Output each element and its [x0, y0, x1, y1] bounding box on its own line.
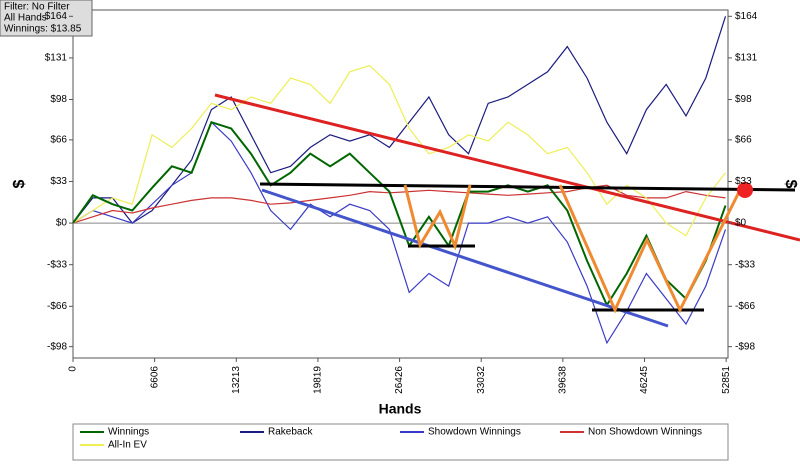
y2-tick-label: -$33 [735, 259, 755, 270]
y-tick-label: -$98 [47, 341, 67, 352]
x-tick-label: 39638 [558, 366, 569, 394]
info-text: Winnings: $13.85 [4, 24, 82, 35]
y2-tick-label: $0 [735, 218, 747, 229]
legend [72, 423, 729, 461]
y2-tick-label: -$98 [735, 341, 755, 352]
y-tick-label: $33 [50, 176, 67, 187]
x-tick-label: 46245 [639, 366, 650, 394]
blue-trend-line [261, 188, 669, 328]
target-dot [737, 182, 753, 198]
y-tick-label: $66 [50, 135, 67, 146]
series-line [72, 16, 727, 224]
x-tick-label: 13213 [231, 366, 242, 394]
x-tick-label: 52851 [721, 366, 732, 394]
legend-label: Non Showdown Winnings [588, 427, 702, 438]
info-text: All Hands [4, 13, 47, 24]
y2-axis-title: $ [782, 180, 799, 189]
series-line [72, 121, 727, 345]
legend-label: All-In EV [108, 440, 147, 451]
info-box [0, 0, 93, 37]
resistance-line [259, 182, 796, 192]
pattern-zigzag [403, 184, 472, 251]
y2-tick-label: $98 [735, 94, 752, 105]
red-trend-line [214, 93, 800, 242]
info-text: Filter: No Filter [4, 2, 70, 13]
legend-label: Rakeback [268, 427, 313, 438]
y2-tick-label: $66 [735, 135, 752, 146]
annotation-overlay [214, 93, 800, 328]
x-tick-label: 33032 [476, 366, 487, 394]
y2-tick-label: $33 [735, 176, 752, 187]
y-tick-label: $131 [45, 53, 68, 64]
y2-tick-label: $164 [735, 11, 758, 22]
x-tick-label: 6606 [149, 366, 160, 389]
plot-marks [72, 16, 728, 345]
legend-label: Winnings [108, 427, 149, 438]
y-tick-label: $98 [50, 94, 67, 105]
y-tick-label: $0 [56, 218, 68, 229]
series-line [72, 120, 727, 308]
x-tick-label: 19819 [313, 366, 324, 394]
legend-label: Showdown Winnings [428, 427, 521, 438]
y-tick-label: $164 [45, 11, 68, 22]
x-tick-label: 0 [68, 366, 79, 372]
pattern-zigzag [558, 184, 742, 314]
x-tick-label: 26426 [394, 366, 405, 394]
y-tick-label: -$33 [47, 259, 67, 270]
x-axis-title: Hands [379, 401, 422, 417]
y2-tick-label: $131 [735, 53, 758, 64]
y-axis-title: $ [11, 179, 28, 188]
y2-tick-label: -$66 [735, 301, 755, 312]
y-tick-label: -$66 [47, 301, 67, 312]
series-line [72, 184, 726, 224]
